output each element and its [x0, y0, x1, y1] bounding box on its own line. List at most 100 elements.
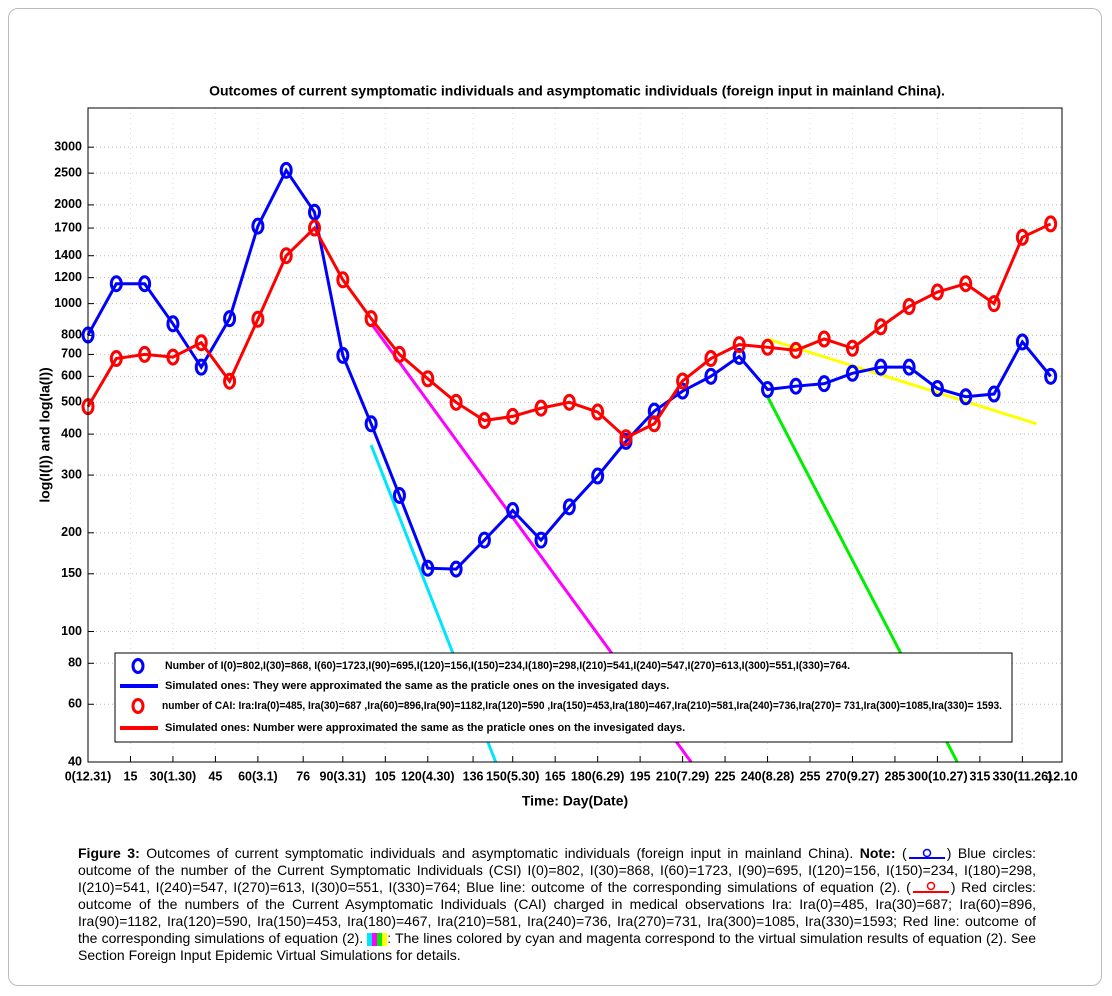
data-point	[987, 385, 1001, 403]
data-point	[109, 350, 123, 368]
data-point	[251, 310, 265, 328]
data-point	[421, 370, 435, 388]
data-point	[308, 219, 322, 237]
data-point	[421, 559, 435, 577]
x-tick-label: 195	[630, 769, 651, 783]
x-tick-label: 330(11.26)	[992, 769, 1052, 783]
y-tick-label: 1400	[54, 248, 82, 262]
data-point	[138, 345, 152, 363]
figure-frame	[8, 8, 1102, 986]
caption-note: Note:	[859, 845, 896, 861]
data-point	[817, 375, 831, 393]
y-tick-label: 2500	[54, 165, 82, 179]
data-point	[223, 310, 237, 328]
x-tick-label: 285	[885, 769, 906, 783]
y-tick-label: 500	[61, 395, 82, 409]
x-tick-label: 45	[208, 769, 222, 783]
data-point	[364, 415, 378, 433]
y-tick-label: 1700	[54, 220, 82, 234]
x-tick-label: 15	[124, 769, 138, 783]
data-point	[591, 467, 605, 485]
data-point	[874, 358, 888, 376]
y-tick-label: 700	[61, 347, 82, 361]
x-tick-label: 315	[969, 769, 990, 783]
data-point	[308, 203, 322, 221]
x-tick-label: 120(4.30)	[401, 769, 455, 783]
data-point	[336, 271, 350, 289]
data-point	[562, 393, 576, 411]
x-tick-label: 105	[375, 769, 396, 783]
x-tick-label: 0(12.31)	[65, 769, 112, 783]
data-point	[166, 315, 180, 333]
y-tick-label: 150	[61, 566, 82, 580]
data-point	[138, 275, 152, 293]
data-point	[845, 364, 859, 382]
y-tick-label: 600	[61, 369, 82, 383]
data-point	[732, 336, 746, 354]
legend-marker	[131, 698, 145, 714]
chart-title: Outcomes of current symptomatic individu…	[209, 83, 945, 99]
x-tick-label: 165	[545, 769, 566, 783]
data-point	[166, 348, 180, 366]
data-point	[194, 358, 208, 376]
data-point	[845, 339, 859, 357]
x-tick-label: 12.10	[1046, 769, 1077, 783]
data-point	[789, 341, 803, 359]
plot-frame	[87, 107, 1063, 763]
chart: Outcomes of current symptomatic individu…	[37, 83, 1078, 809]
y-tick-label: 60	[68, 697, 82, 711]
caption-text: Outcomes of current symptomatic individu…	[139, 845, 860, 861]
data-point	[364, 310, 378, 328]
data-point	[987, 295, 1001, 313]
data-point	[930, 379, 944, 397]
data-point	[619, 429, 633, 447]
y-axis-label: log(I(l)) and log(Ia(l))	[37, 367, 53, 502]
x-tick-label: 255	[800, 769, 821, 783]
legend-label: Simulated ones: They were approximated t…	[165, 680, 669, 692]
data-point	[817, 330, 831, 348]
data-point	[676, 372, 690, 390]
x-tick-label: 90(3.31)	[320, 769, 367, 783]
y-tick-label: 1200	[54, 270, 82, 284]
data-point	[930, 283, 944, 301]
caption-text: (	[895, 845, 907, 861]
caption-label: Figure 3:	[78, 845, 140, 861]
data-point	[109, 275, 123, 293]
data-point	[534, 399, 548, 417]
x-tick-label: 180(6.29)	[571, 769, 625, 783]
x-tick-label: 136	[463, 769, 484, 783]
y-tick-label: 3000	[54, 139, 82, 153]
legend-label: Number of I(0)=802,I(30)=868, I(60)=1723…	[165, 660, 850, 672]
y-tick-label: 400	[61, 426, 82, 440]
x-tick-label: 300(10.27)	[907, 769, 967, 783]
data-point	[251, 217, 265, 235]
data-point	[761, 338, 775, 356]
red-legend-icon	[912, 882, 949, 894]
color-stripe-icon	[367, 932, 388, 946]
x-tick-label: 240(8.28)	[741, 769, 795, 783]
data-point	[1044, 367, 1058, 385]
data-point	[902, 358, 916, 376]
data-point	[279, 247, 293, 265]
y-tick-label: 2000	[54, 197, 82, 211]
data-point	[761, 381, 775, 399]
data-point	[506, 407, 520, 425]
x-tick-label: 225	[715, 769, 736, 783]
caption-text: : The lines colored by cyan and magenta …	[78, 930, 1036, 963]
data-point	[959, 275, 973, 293]
data-point	[336, 346, 350, 364]
data-point	[194, 334, 208, 352]
simulated-line	[86, 222, 1052, 440]
x-tick-label: 30(1.30)	[150, 769, 197, 783]
y-tick-label: 800	[61, 328, 82, 342]
data-point	[534, 531, 548, 549]
data-point	[902, 297, 916, 315]
simulated-line	[86, 167, 1052, 571]
y-tick-label: 100	[61, 624, 82, 638]
blue-legend-icon	[908, 849, 945, 860]
legend: Number of I(0)=802,I(30)=868, I(60)=1723…	[114, 652, 1013, 743]
legend-label: number of CAI: Ira:Ira(0)=485, Ira(30)=6…	[162, 700, 1002, 712]
data-point	[732, 347, 746, 365]
data-point	[279, 161, 293, 179]
